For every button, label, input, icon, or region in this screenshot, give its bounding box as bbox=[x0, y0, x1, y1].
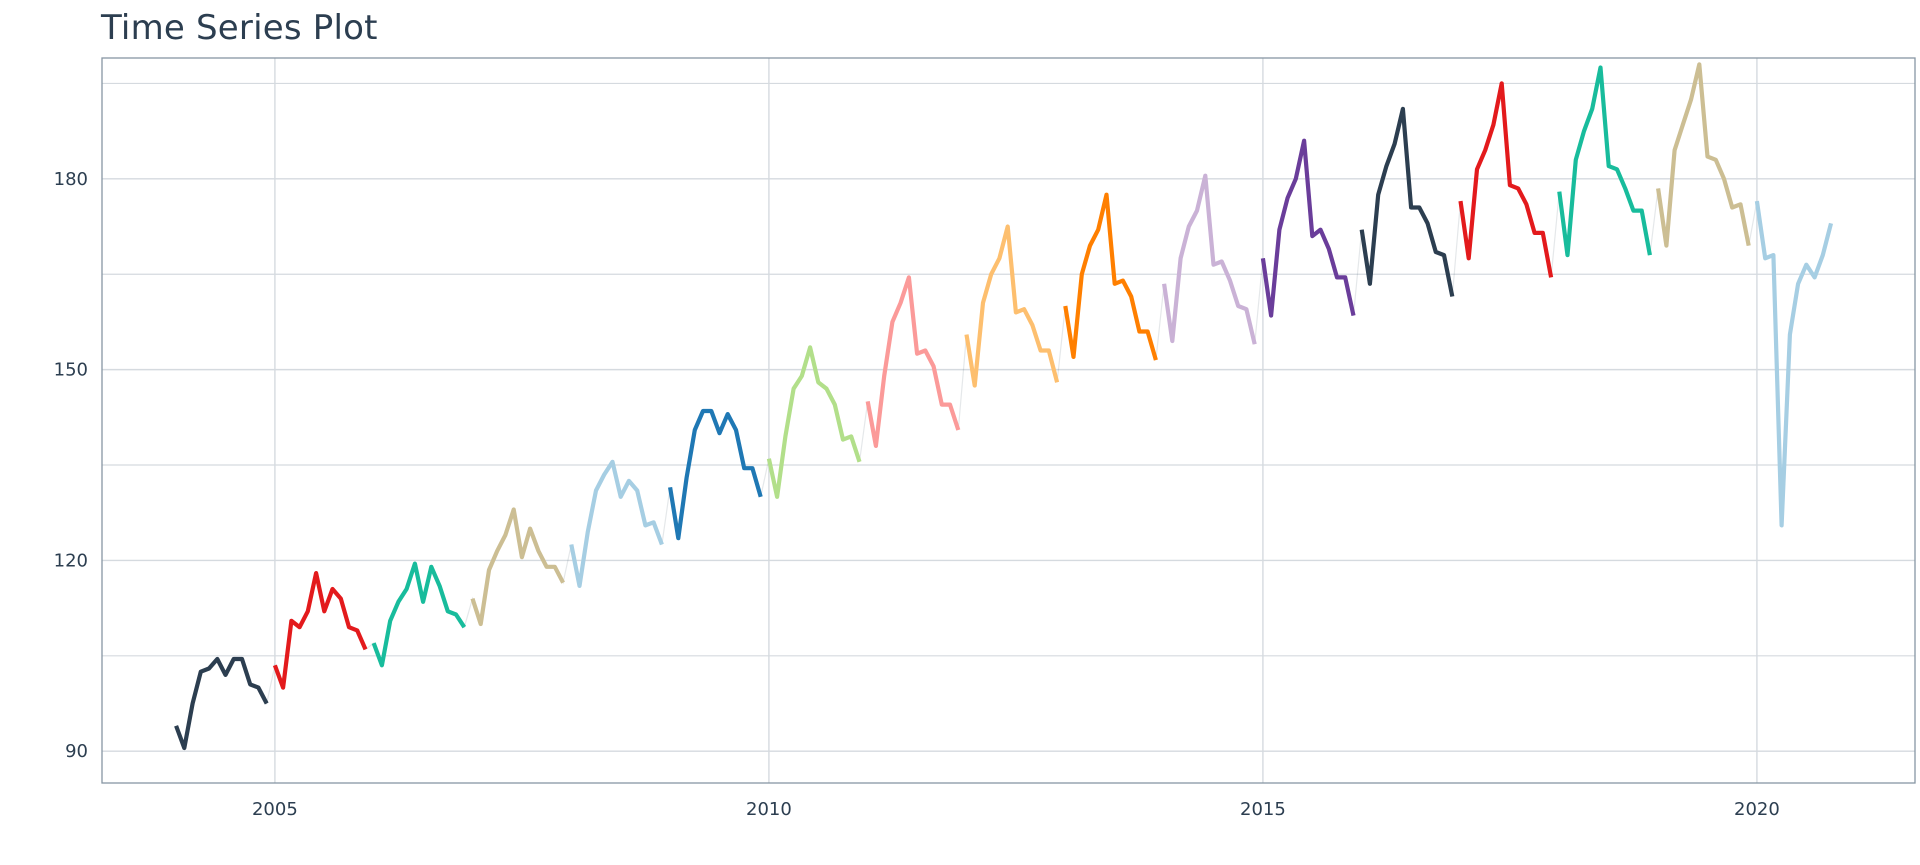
series-line-2017 bbox=[1458, 81, 1554, 278]
series-line-2019 bbox=[1656, 62, 1751, 248]
series-line-2016 bbox=[1359, 106, 1455, 297]
y-tick-label: 180 bbox=[54, 169, 88, 190]
x-tick-label: 2015 bbox=[1240, 799, 1286, 820]
series-line-2018 bbox=[1557, 65, 1652, 258]
chart-title: Time Series Plot bbox=[101, 8, 378, 48]
series-line-2009 bbox=[668, 408, 763, 541]
x-tick-label: 2005 bbox=[252, 799, 298, 820]
series-trace-line bbox=[175, 64, 1832, 751]
plot-panel-border bbox=[101, 57, 1916, 784]
series-line-2010 bbox=[766, 345, 862, 499]
series-line-2011 bbox=[865, 275, 961, 448]
grid-layer bbox=[102, 58, 1915, 783]
series-line-2007 bbox=[470, 507, 565, 627]
axis-labels: 90 120 150 180 2005 2010 2015 2020 bbox=[54, 169, 1780, 820]
x-tick-label: 2020 bbox=[1734, 799, 1780, 820]
y-tick-label: 90 bbox=[65, 741, 88, 762]
series-line-2012 bbox=[964, 224, 1060, 388]
y-tick-label: 120 bbox=[54, 550, 88, 571]
series-line-2006 bbox=[371, 561, 467, 668]
series-layer bbox=[174, 62, 1834, 751]
series-line-2020 bbox=[1754, 200, 1834, 528]
series-line-2015 bbox=[1260, 138, 1356, 318]
x-tick-label: 2010 bbox=[746, 799, 792, 820]
series-line-2005 bbox=[272, 570, 368, 690]
series-line-2014 bbox=[1162, 173, 1257, 345]
series-line-2008 bbox=[569, 459, 664, 589]
y-tick-label: 150 bbox=[54, 360, 88, 381]
series-line-2004 bbox=[174, 656, 269, 751]
series-line-2013 bbox=[1063, 192, 1158, 361]
